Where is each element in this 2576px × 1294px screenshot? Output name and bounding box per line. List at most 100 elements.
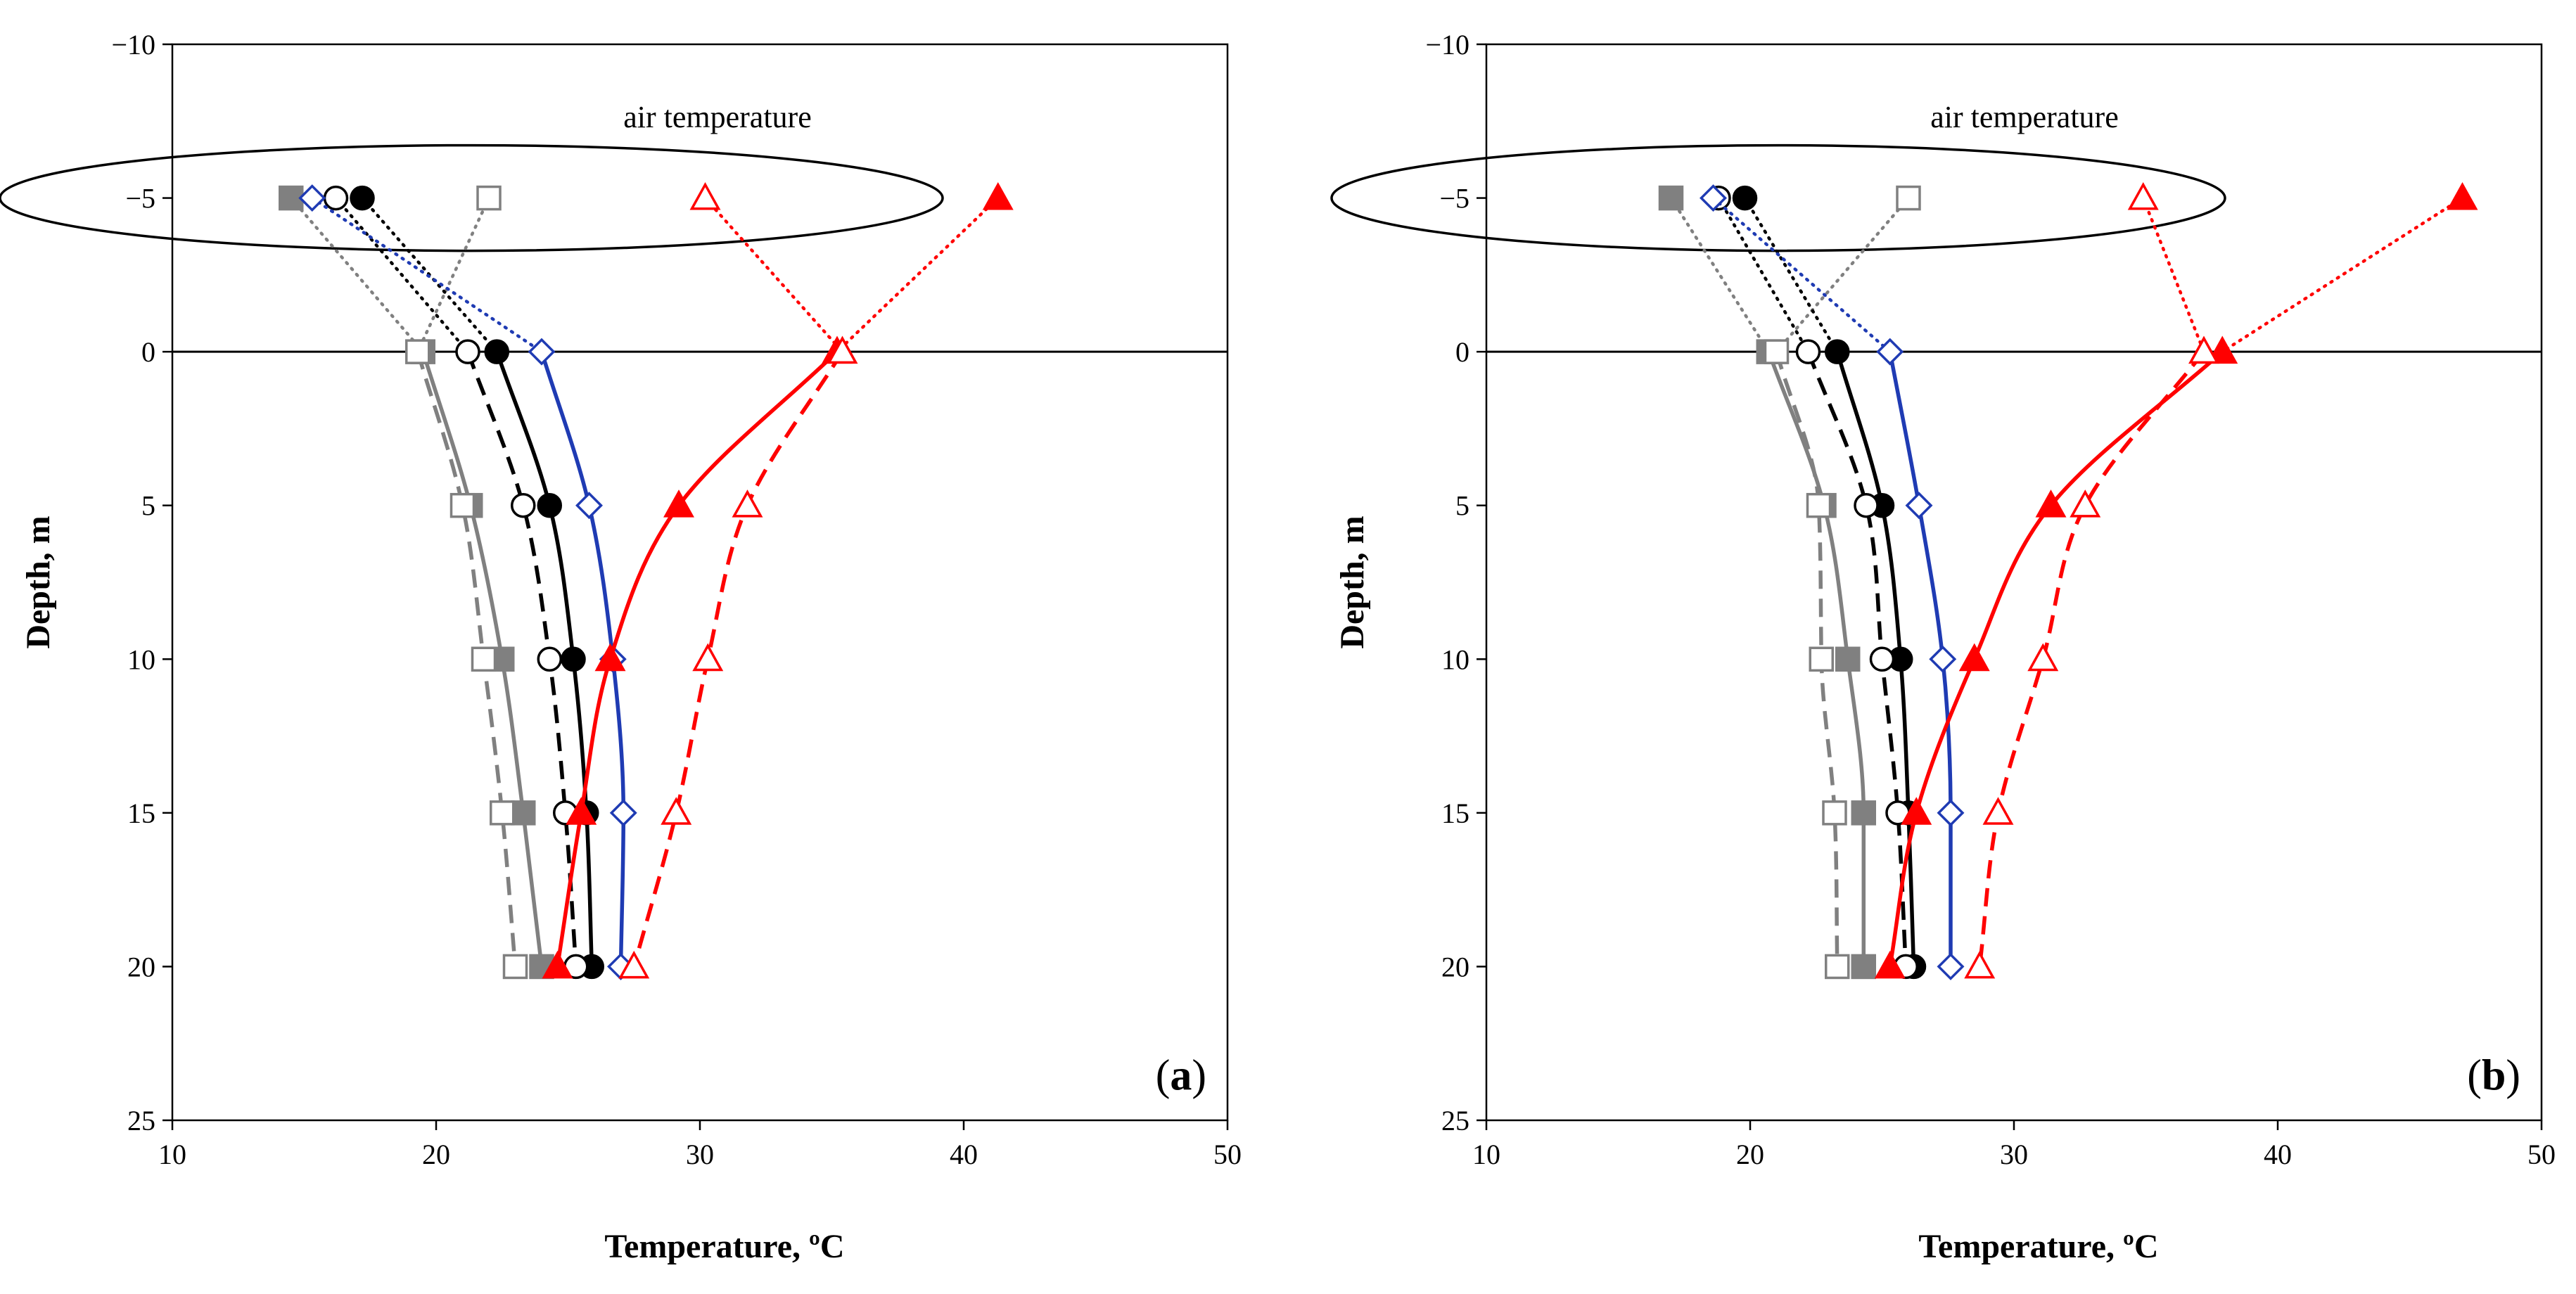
air-connector-line xyxy=(2221,196,2464,354)
air-connector-line xyxy=(835,196,1000,354)
x-tick-label-b: 40 xyxy=(2264,1139,2292,1170)
panel-label-part: ) xyxy=(2506,1051,2520,1099)
data-point-triangle-open xyxy=(2188,335,2219,364)
x-tick-label-b: 50 xyxy=(2527,1139,2556,1170)
y-tick-label-a: 20 xyxy=(127,951,155,982)
data-point-circle-open xyxy=(1795,339,1821,364)
data-point-diamond-open xyxy=(1929,645,1957,673)
air-connector-line xyxy=(416,196,491,354)
data-point-square-open xyxy=(476,185,502,211)
air-connector-line xyxy=(334,196,470,354)
y-axis-label-a: Depth, m xyxy=(20,515,57,648)
data-point-square-open xyxy=(1764,339,1790,364)
data-point-triangle-open xyxy=(618,950,650,979)
data-point-triangle-open xyxy=(661,797,692,825)
data-point-triangle-filled xyxy=(1901,797,1932,825)
data-point-circle-open xyxy=(323,185,349,211)
data-point-triangle-filled xyxy=(663,489,694,518)
data-point-triangle-open xyxy=(1982,797,2014,825)
data-point-circle-filled xyxy=(1732,185,1758,211)
y-tick-label-a: 0 xyxy=(141,336,155,368)
data-point-triangle-open xyxy=(732,489,763,518)
data-point-square-filled xyxy=(1851,954,1876,980)
data-point-square-open xyxy=(405,339,431,364)
data-point-circle-filled xyxy=(484,339,509,364)
data-point-diamond-open xyxy=(1700,184,1727,212)
x-tick-label-a: 30 xyxy=(686,1139,714,1170)
data-point-circle-filled xyxy=(350,185,375,211)
data-point-square-open xyxy=(449,492,476,518)
data-point-diamond-open xyxy=(528,338,556,366)
annotation-air-temperature-a: air temperature xyxy=(623,100,812,134)
x-tick-label-b: 20 xyxy=(1736,1139,1764,1170)
panel-label-part: ( xyxy=(1156,1051,1171,1099)
panel-label-part: b xyxy=(2482,1051,2506,1099)
series-b-6 xyxy=(1964,181,2219,979)
series-a-3 xyxy=(323,185,589,980)
data-point-circle-filled xyxy=(537,492,562,518)
data-point-triangle-open xyxy=(1964,950,1996,979)
data-point-square-filled xyxy=(511,800,536,826)
y-tick-label-a: 25 xyxy=(127,1105,155,1136)
panel-label-b: (b) xyxy=(2467,1051,2520,1099)
panel-label-part: a xyxy=(1170,1051,1192,1099)
data-point-square-open xyxy=(490,800,515,826)
panel-label-part: ( xyxy=(2467,1051,2482,1099)
y-tick-label-a: −10 xyxy=(111,29,155,60)
data-point-diamond-open xyxy=(1876,338,1904,366)
depth-profile-curve xyxy=(1888,350,2224,967)
series-a-6 xyxy=(618,181,858,979)
data-point-diamond-open xyxy=(575,492,603,520)
data-point-triangle-filled xyxy=(2035,489,2067,518)
data-point-square-open xyxy=(1806,492,1832,518)
air-connector-line xyxy=(310,196,544,354)
air-connector-line xyxy=(2141,196,2206,354)
data-point-square-open xyxy=(471,646,497,672)
annotation-air-temperature-b: air temperature xyxy=(1930,100,2119,134)
data-point-square-open xyxy=(1896,185,1921,211)
y-tick-label-b: 0 xyxy=(1455,336,1469,368)
data-point-triangle-open xyxy=(2127,181,2159,210)
air-connector-line xyxy=(1669,196,1771,354)
x-tick-label-a: 50 xyxy=(1213,1139,1242,1170)
x-axis-label-b: Temperature, ºC xyxy=(1918,1228,2158,1265)
data-point-circle-filled xyxy=(1825,339,1850,364)
air-connector-line xyxy=(289,196,425,354)
data-point-triangle-filled xyxy=(594,643,626,672)
data-point-circle-open xyxy=(455,339,480,364)
data-point-triangle-filled xyxy=(1958,643,1990,672)
y-tick-label-a: 15 xyxy=(127,797,155,829)
data-point-triangle-filled xyxy=(1874,950,1906,979)
data-point-triangle-open xyxy=(2070,489,2101,518)
data-point-circle-open xyxy=(537,646,562,672)
x-tick-label-a: 40 xyxy=(950,1139,978,1170)
air-connector-line xyxy=(1716,196,1810,354)
air-temperature-ellipse-a xyxy=(0,143,944,252)
data-point-diamond-open xyxy=(1937,952,1965,980)
y-axis-label-b: Depth, m xyxy=(1334,515,1371,648)
data-point-square-open xyxy=(1822,800,1847,826)
y-tick-label-a: 5 xyxy=(141,490,155,522)
y-tick-label-b: 15 xyxy=(1441,797,1469,829)
y-tick-label-b: 20 xyxy=(1441,951,1469,982)
data-point-diamond-open xyxy=(298,184,326,212)
data-point-square-open xyxy=(1809,646,1834,672)
data-point-triangle-open xyxy=(827,335,858,364)
data-point-circle-open xyxy=(1869,646,1895,672)
data-point-square-open xyxy=(1825,954,1850,980)
y-tick-label-b: 10 xyxy=(1441,643,1469,675)
x-axis-label-a: Temperature, ºC xyxy=(604,1228,844,1265)
series-b-4 xyxy=(1700,184,1965,980)
data-point-triangle-open xyxy=(2027,643,2059,672)
data-point-triangle-open xyxy=(692,643,724,672)
x-tick-label-a: 10 xyxy=(158,1139,186,1170)
series-b-1 xyxy=(1764,185,1921,980)
series-a-1 xyxy=(405,185,528,980)
data-point-triangle-filled xyxy=(2447,181,2478,210)
data-point-circle-open xyxy=(511,492,536,518)
air-connector-line xyxy=(1775,196,1911,354)
panel-label-a: (a) xyxy=(1156,1051,1206,1099)
panel-label-part: ) xyxy=(1192,1051,1206,1099)
air-connector-line xyxy=(1743,196,1839,354)
